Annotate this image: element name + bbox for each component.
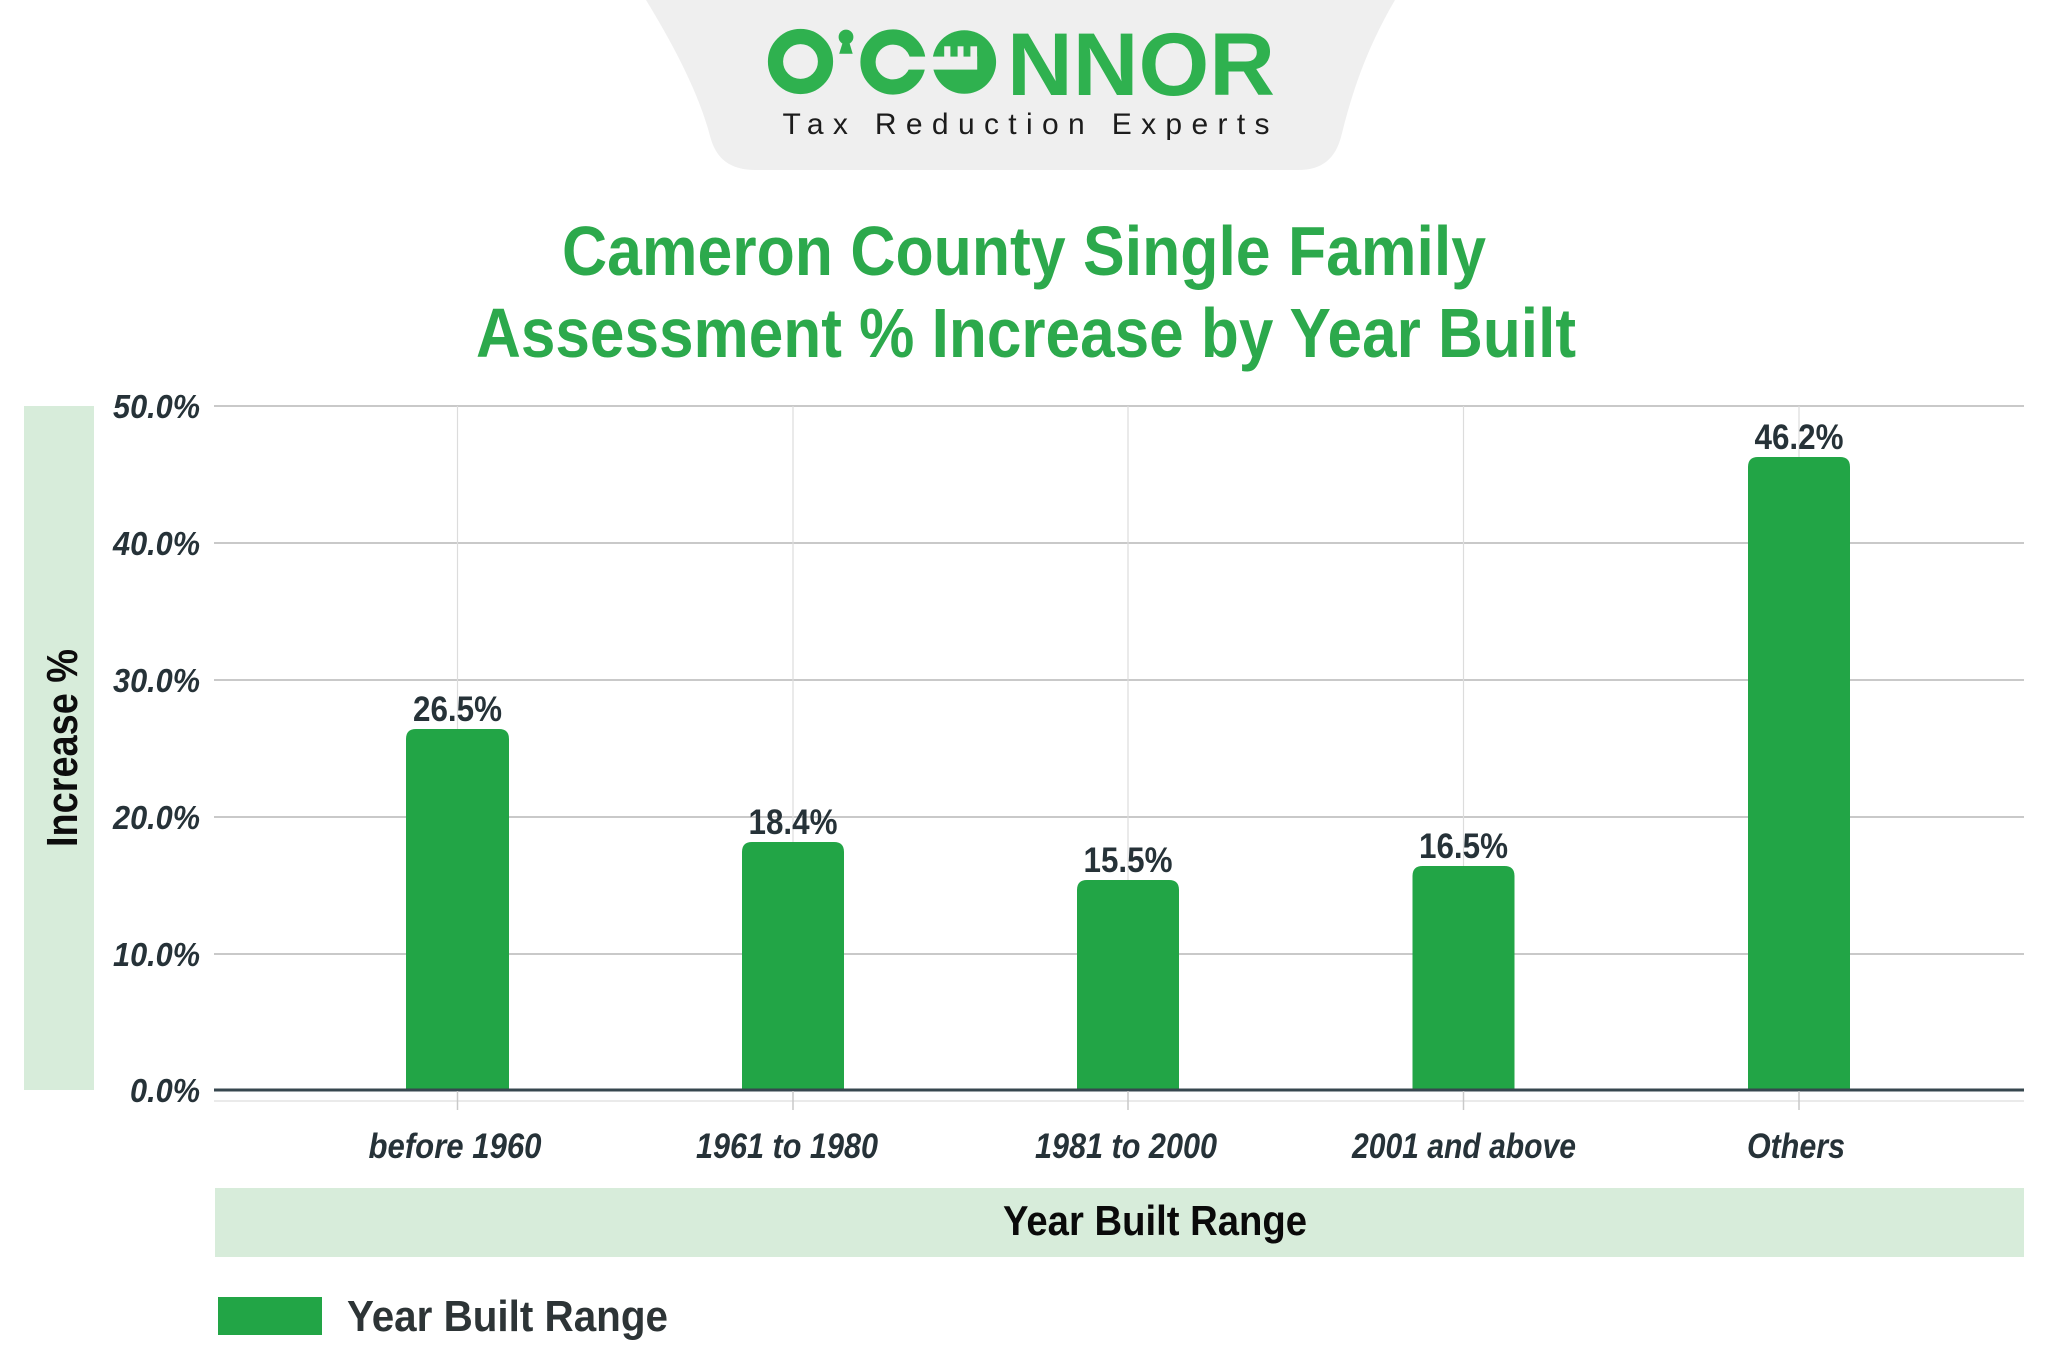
svg-text:Year Built Range: Year Built Range: [347, 1292, 668, 1341]
svg-text:Year Built Range: Year Built Range: [1003, 1197, 1307, 1244]
svg-text:Assessment % Increase by Year: Assessment % Increase by Year Built: [476, 294, 1576, 372]
svg-text:Increase %: Increase %: [38, 649, 87, 847]
svg-text:1961 to 1980: 1961 to 1980: [696, 1127, 878, 1166]
svg-text:26.5%: 26.5%: [413, 690, 502, 729]
svg-text:Cameron County Single Family: Cameron County Single Family: [562, 212, 1486, 290]
svg-text:15.5%: 15.5%: [1084, 841, 1173, 880]
svg-text:16.5%: 16.5%: [1419, 827, 1508, 866]
svg-text:2001 and above: 2001 and above: [1351, 1127, 1576, 1166]
svg-text:50.0%: 50.0%: [113, 388, 200, 425]
svg-text:20.0%: 20.0%: [112, 799, 200, 836]
svg-text:NNOR: NNOR: [1007, 14, 1275, 114]
svg-text:30.0%: 30.0%: [113, 662, 200, 699]
svg-text:0.0%: 0.0%: [130, 1072, 200, 1109]
svg-text:46.2%: 46.2%: [1755, 418, 1844, 457]
svg-text:10.0%: 10.0%: [113, 936, 200, 973]
svg-text:Others: Others: [1747, 1127, 1845, 1166]
svg-text:18.4%: 18.4%: [749, 803, 838, 842]
svg-text:40.0%: 40.0%: [112, 525, 200, 562]
svg-text:before 1960: before 1960: [369, 1127, 542, 1166]
svg-text:1981 to 2000: 1981 to 2000: [1035, 1127, 1217, 1166]
